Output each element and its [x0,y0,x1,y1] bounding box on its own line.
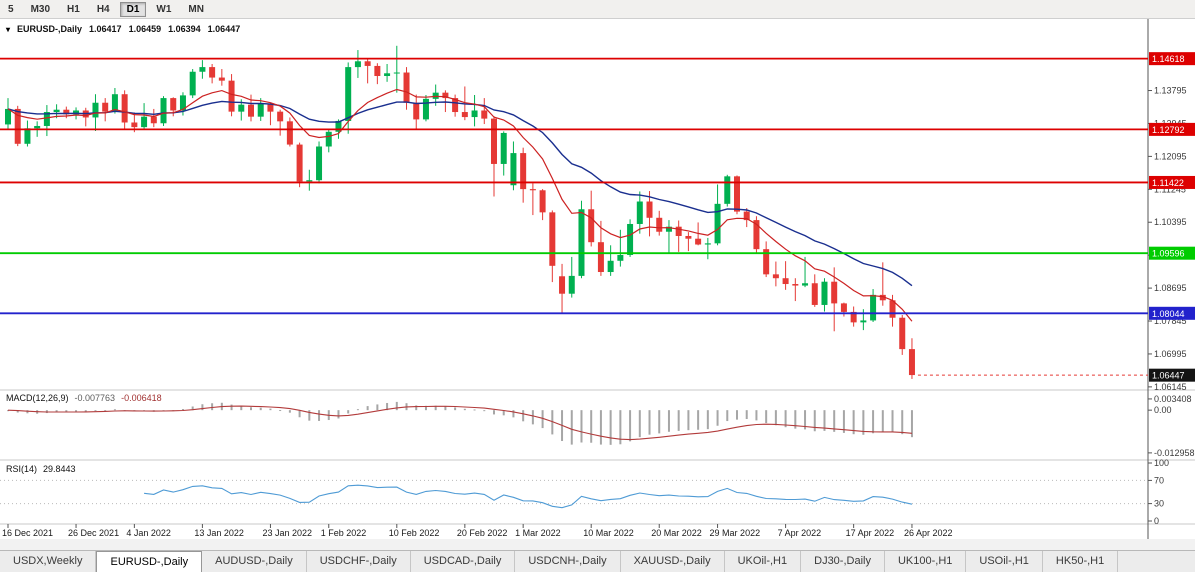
tab-usdx-weekly[interactable]: USDX,Weekly [0,551,97,572]
timeframe-toolbar: 5 M30 H1 H4 D1 W1 MN [0,0,1195,19]
timeframe-button-m5[interactable]: 5 [1,2,21,17]
svg-text:1.11422: 1.11422 [1152,178,1184,188]
svg-text:0.003408: 0.003408 [1154,394,1192,404]
tab-uk100-h1[interactable]: UK100-,H1 [885,551,967,572]
svg-text:26 Apr 2022: 26 Apr 2022 [904,528,953,538]
svg-text:1 Mar 2022: 1 Mar 2022 [515,528,561,538]
tab-usdcad-daily[interactable]: USDCAD-,Daily [411,551,516,572]
svg-text:1.11245: 1.11245 [1154,184,1186,194]
svg-text:1.14618: 1.14618 [1152,54,1185,64]
tab-xauusd-daily[interactable]: XAUUSD-,Daily [621,551,725,572]
svg-text:13 Jan 2022: 13 Jan 2022 [194,528,244,538]
svg-text:7 Apr 2022: 7 Apr 2022 [778,528,822,538]
timeframe-button-m30[interactable]: M30 [24,2,57,17]
timeframe-button-h1[interactable]: H1 [60,2,87,17]
svg-text:1.09596: 1.09596 [1152,249,1185,259]
tab-dj30-daily[interactable]: DJ30-,Daily [801,551,885,572]
svg-text:20 Mar 2022: 20 Mar 2022 [651,528,702,538]
tab-eurusd-daily[interactable]: EURUSD-,Daily [96,551,203,572]
tab-usoil-h1[interactable]: USOil-,H1 [966,551,1043,572]
svg-text:1.08044: 1.08044 [1152,309,1185,319]
svg-text:1.10395: 1.10395 [1154,217,1187,227]
svg-text:1 Feb 2022: 1 Feb 2022 [321,528,367,538]
timeframe-button-mn[interactable]: MN [181,2,211,17]
svg-text:0: 0 [1154,516,1159,526]
chart-canvas[interactable]: 1.137951.129451.120951.112451.103951.095… [0,19,1195,550]
moving-averages [7,88,913,322]
svg-text:23 Jan 2022: 23 Jan 2022 [262,528,312,538]
svg-text:20 Feb 2022: 20 Feb 2022 [457,528,508,538]
svg-text:-0.012958: -0.012958 [1154,448,1195,458]
rsi-panel: 100 70 30 0 [0,458,1169,526]
svg-text:17 Apr 2022: 17 Apr 2022 [846,528,895,538]
svg-text:1.12792: 1.12792 [1152,125,1185,135]
svg-text:30: 30 [1154,499,1164,509]
svg-text:1.06995: 1.06995 [1154,349,1187,359]
tab-hk50-h1[interactable]: HK50-,H1 [1043,551,1119,572]
svg-text:1.07845: 1.07845 [1154,316,1187,326]
tab-usdcnh-daily[interactable]: USDCNH-,Daily [515,551,621,572]
panel-separators [0,19,1195,550]
svg-text:0.00: 0.00 [1154,405,1172,415]
svg-text:10 Feb 2022: 10 Feb 2022 [389,528,440,538]
timeframe-button-w1[interactable]: W1 [149,2,178,17]
svg-text:1.06145: 1.06145 [1154,382,1187,392]
timeframe-button-d1[interactable]: D1 [119,1,147,17]
tab-audusd-daily[interactable]: AUDUSD-,Daily [202,551,307,572]
svg-text:16 Dec 2021: 16 Dec 2021 [2,528,53,538]
chart-region: 1.137951.129451.120951.112451.103951.095… [0,19,1195,550]
svg-text:1.08695: 1.08695 [1154,283,1187,293]
svg-text:70: 70 [1154,475,1164,485]
svg-text:1.13795: 1.13795 [1154,86,1187,96]
svg-text:29 Mar 2022: 29 Mar 2022 [710,528,761,538]
timeframe-button-h4[interactable]: H4 [90,2,117,17]
current-price-line: 1.06447 [917,368,1195,382]
svg-text:1.12095: 1.12095 [1154,151,1187,161]
tab-usdchf-daily[interactable]: USDCHF-,Daily [307,551,411,572]
svg-text:10 Mar 2022: 10 Mar 2022 [583,528,634,538]
svg-text:26 Dec 2021: 26 Dec 2021 [68,528,119,538]
svg-text:1.06447: 1.06447 [1152,371,1185,381]
svg-text:100: 100 [1154,458,1169,468]
svg-text:4 Jan 2022: 4 Jan 2022 [126,528,171,538]
date-axis: 16 Dec 2021 26 Dec 2021 4 Jan 2022 13 Jan 2… [2,524,953,538]
candlestick-series [5,45,915,379]
horizontal-levels: 1.14618 1.12792 1.11422 1.09596 1.08044 [0,52,1195,320]
chart-tab-bar: USDX,Weekly EURUSD-,Daily AUDUSD-,Daily … [0,550,1195,572]
tab-ukoil-h1[interactable]: UKOil-,H1 [725,551,802,572]
